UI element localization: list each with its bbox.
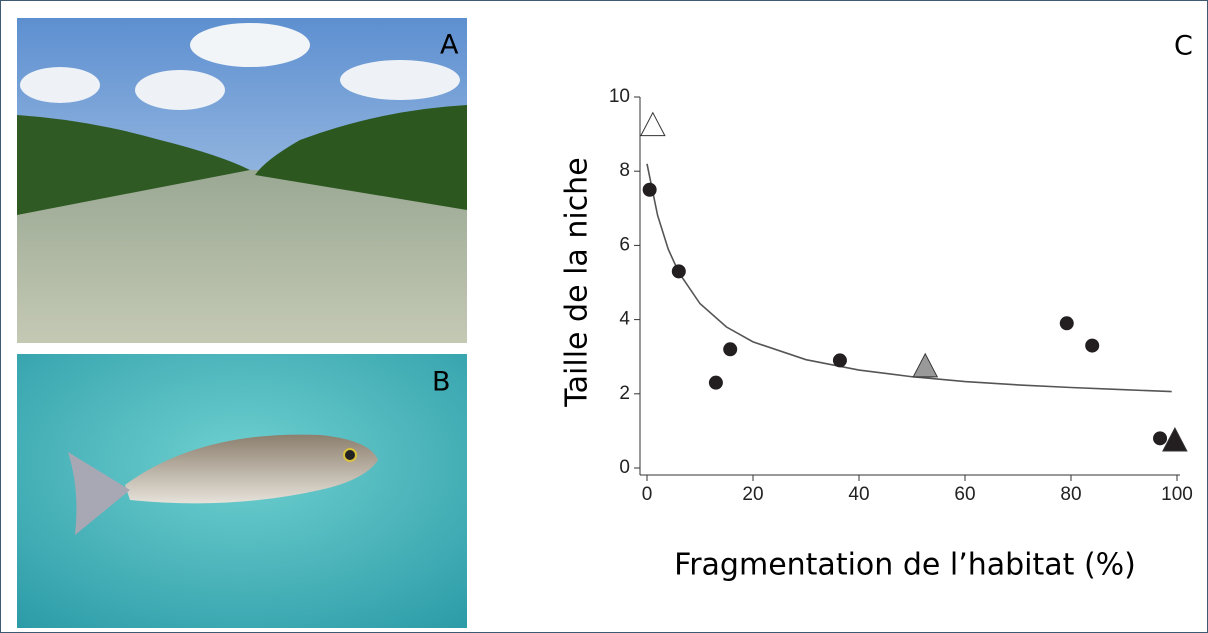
panel-label: C xyxy=(1174,31,1193,62)
y-tick-label: 8 xyxy=(619,160,630,181)
x-tick-label: 80 xyxy=(1060,484,1081,505)
y-tick-label: 10 xyxy=(609,86,630,107)
panel-label: A xyxy=(440,30,459,61)
y-tick-label: 2 xyxy=(619,383,630,404)
photo-fish xyxy=(17,354,467,628)
y-tick-label: 6 xyxy=(619,234,630,255)
point xyxy=(642,182,657,197)
panel-label: B xyxy=(432,367,451,398)
photo-mangrove xyxy=(17,18,467,343)
point xyxy=(723,342,738,357)
x-tick-label: 100 xyxy=(1161,484,1193,505)
y-tick-label: 0 xyxy=(619,457,630,478)
y-tick-label: 4 xyxy=(619,309,630,330)
x-tick-label: 40 xyxy=(848,484,869,505)
x-axis-label: Fragmentation de l’habitat (%) xyxy=(674,548,1136,583)
y-axis-label: Taille de la niche xyxy=(560,157,595,407)
fit-curve xyxy=(646,163,1172,393)
triangle-point xyxy=(1162,426,1188,452)
triangle-point xyxy=(640,111,666,137)
point xyxy=(1059,316,1074,331)
point xyxy=(671,264,686,279)
point xyxy=(832,353,847,368)
point xyxy=(1085,338,1100,353)
x-tick-label: 0 xyxy=(642,484,653,505)
x-tick-label: 20 xyxy=(742,484,763,505)
triangle-point xyxy=(912,352,939,378)
point xyxy=(1153,431,1168,446)
point xyxy=(708,375,723,390)
x-tick-label: 60 xyxy=(954,484,975,505)
